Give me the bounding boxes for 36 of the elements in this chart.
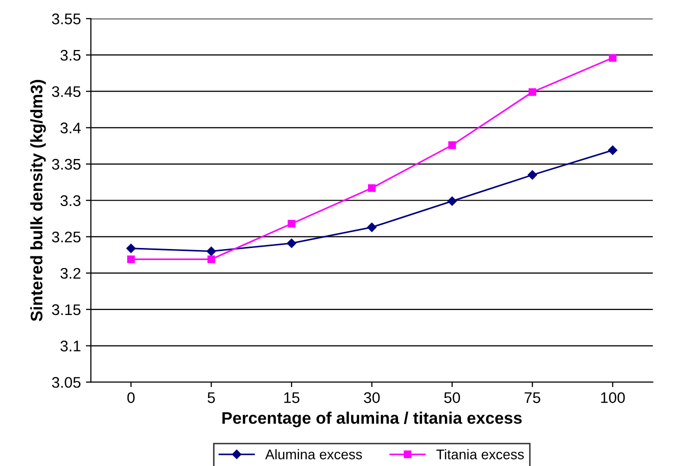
x-tick-label: 0 [127,392,135,404]
y-tick-label: 3.5 [60,50,80,61]
point [286,238,296,248]
y-tick-label: 3.15 [52,304,80,316]
x-tick-label: 30 [364,392,380,404]
y-tick-label: 3.2 [60,268,80,279]
point [448,141,456,149]
legend-label: Alumina excess [265,449,362,460]
x-tick-label: 75 [524,392,540,404]
legend-label: Titania excess [436,449,524,460]
point [608,146,618,155]
y-tick-label: 3.1 [60,340,80,352]
y-tick-label: 3.55 [52,14,80,24]
x-tick-label: 15 [284,392,300,404]
y-tick-label: 3.4 [60,122,81,134]
y-tick-label: 3.05 [52,376,80,388]
y-tick-label: 3.35 [52,158,80,170]
y-tick-label: 3.25 [52,232,80,242]
point [367,222,376,232]
point [288,220,296,228]
point [127,255,135,264]
y-tick-label: 3.45 [52,86,80,98]
y-axis-title: Sintered bulk density (kg/dm3) [30,80,46,322]
point [126,244,136,253]
point [368,184,376,192]
y-tick-label: 3.3 [60,195,80,206]
point [528,88,536,96]
point [206,246,216,256]
x-tick-label: 100 [601,392,625,404]
x-tick-label: 5 [208,392,215,404]
point [207,255,216,264]
point [447,196,457,206]
point [608,54,616,62]
point [528,170,538,180]
x-tick-label: 50 [444,392,460,404]
x-axis-title: Percentage of alumina / titania excess [222,412,522,428]
